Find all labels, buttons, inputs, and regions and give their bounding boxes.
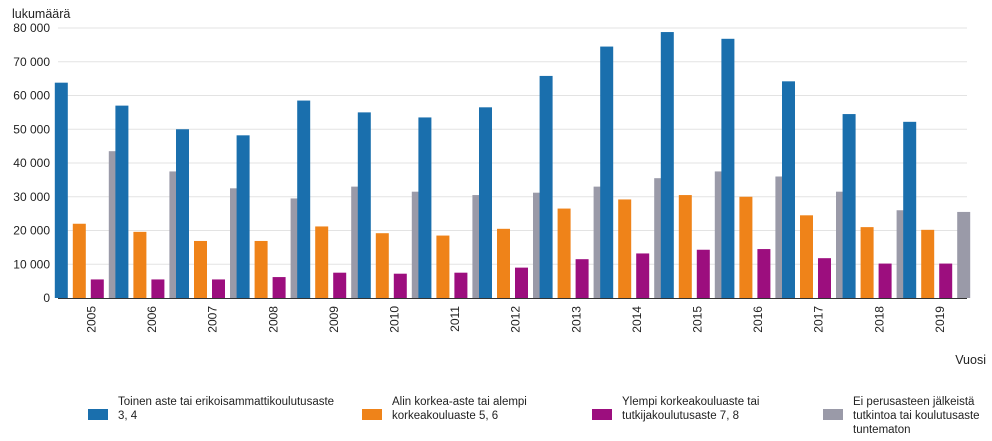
bar-series-2 <box>921 229 935 298</box>
bar-series-2 <box>860 227 874 298</box>
x-tick-label: 2010 <box>387 306 401 333</box>
legend-swatch <box>592 409 612 420</box>
x-tick-label: 2018 <box>872 306 886 333</box>
x-axis-ticks: 2005 2006 2007 2008 2009 2010 2011 2012 2013 2014… <box>84 306 946 333</box>
bar-series-1 <box>842 114 856 298</box>
bar-chart: 0 10 000 20 000 30 000 40 000 50 000 60 000 70 … <box>12 7 986 367</box>
legend-item: Ei perusasteen jälkeistä tutkintoa tai k… <box>823 395 980 437</box>
bar-series-3 <box>212 279 225 298</box>
bar-series-1 <box>782 81 795 298</box>
x-tick-label: 2017 <box>812 306 826 333</box>
x-tick-label: 2009 <box>327 306 341 333</box>
bar-series-3 <box>151 279 165 298</box>
legend-item: Ylempi korkeakouluaste tai tutkijakoulut… <box>592 395 759 423</box>
legend-item: Alin korkea-aste tai alempi korkeakoulua… <box>362 395 527 423</box>
bar-series-2 <box>497 228 510 298</box>
bar-series-1 <box>479 107 492 298</box>
x-tick-label: 2019 <box>933 306 947 333</box>
legend-label: Ylempi korkeakouluaste tai tutkijakoulut… <box>622 396 760 422</box>
y-tick-label: 50 000 <box>13 122 50 136</box>
x-axis-title: Vuosi <box>955 353 986 367</box>
legend-label: Alin korkea-aste tai alempi korkeakoulua… <box>392 396 527 422</box>
bar-series-3 <box>575 259 589 298</box>
x-tick-label: 2014 <box>630 306 644 333</box>
gridlines <box>58 27 967 265</box>
x-tick-label: 2005 <box>84 306 98 333</box>
bar-series-3 <box>272 277 286 298</box>
bar-series-2 <box>194 240 207 298</box>
bar-series-3 <box>636 253 650 298</box>
y-tick-label: 0 <box>43 291 50 305</box>
bar-series-1 <box>176 129 189 298</box>
bars <box>54 32 971 299</box>
bar-series-3 <box>757 249 771 298</box>
y-tick-label: 10 000 <box>13 257 50 271</box>
bar-series-1 <box>721 38 735 299</box>
bar-series-2 <box>678 195 692 298</box>
bar-series-1 <box>297 100 311 298</box>
x-tick-label: 2011 <box>448 306 462 332</box>
bar-series-3 <box>515 267 528 298</box>
bar-series-1 <box>418 117 432 298</box>
y-tick-label: 30 000 <box>13 190 50 204</box>
x-tick-label: 2007 <box>206 306 220 333</box>
bar-series-3 <box>393 273 407 298</box>
bar-series-1 <box>600 46 614 298</box>
y-axis-ticks: 0 10 000 20 000 30 000 40 000 50 000 60 000 70 … <box>13 21 50 305</box>
bar-series-3 <box>454 272 468 298</box>
y-tick-label: 60 000 <box>13 89 50 103</box>
x-tick-label: 2016 <box>751 306 765 333</box>
bar-series-3 <box>696 249 710 298</box>
bar-series-2 <box>375 233 389 298</box>
bar-series-2 <box>254 240 268 298</box>
y-axis-title: lukumäärä <box>12 7 70 21</box>
bar-series-2 <box>557 208 571 298</box>
bar-series-3 <box>878 263 892 298</box>
bar-series-2 <box>315 226 329 298</box>
x-tick-label: 2006 <box>145 306 159 333</box>
bar-series-1 <box>357 112 371 298</box>
legend-swatch <box>88 409 108 420</box>
bar-series-1 <box>903 121 917 298</box>
bar-series-2 <box>72 223 86 298</box>
legend: Toinen aste tai erikoisammattikoulutusas… <box>0 395 992 441</box>
bar-series-1 <box>539 75 553 298</box>
bar-series-4 <box>957 211 971 298</box>
bar-series-1 <box>115 105 129 298</box>
bar-series-3 <box>818 258 831 298</box>
x-tick-label: 2008 <box>266 306 280 333</box>
bar-series-2 <box>618 199 632 298</box>
bar-series-3 <box>90 279 104 298</box>
y-tick-label: 80 000 <box>13 21 50 35</box>
legend-label: Ei perusasteen jälkeistä tutkintoa tai k… <box>853 396 980 436</box>
legend-swatch <box>362 409 382 420</box>
bar-series-1 <box>660 32 674 299</box>
legend-item: Toinen aste tai erikoisammattikoulutusas… <box>88 395 334 423</box>
legend-label: Toinen aste tai erikoisammattikoulutusas… <box>118 396 335 422</box>
x-tick-label: 2012 <box>509 306 523 333</box>
bar-series-2 <box>739 196 753 298</box>
y-tick-label: 70 000 <box>13 55 50 69</box>
y-tick-label: 20 000 <box>13 224 50 238</box>
bar-series-2 <box>800 215 813 298</box>
y-tick-label: 40 000 <box>13 156 50 170</box>
legend-swatch <box>823 409 843 420</box>
bar-series-3 <box>333 272 347 298</box>
x-tick-label: 2013 <box>569 306 583 333</box>
bar-series-2 <box>133 231 147 298</box>
bar-series-3 <box>939 263 953 298</box>
bar-series-2 <box>436 235 450 298</box>
bar-series-1 <box>54 82 68 298</box>
x-tick-label: 2015 <box>690 306 704 333</box>
bar-series-1 <box>236 135 250 298</box>
